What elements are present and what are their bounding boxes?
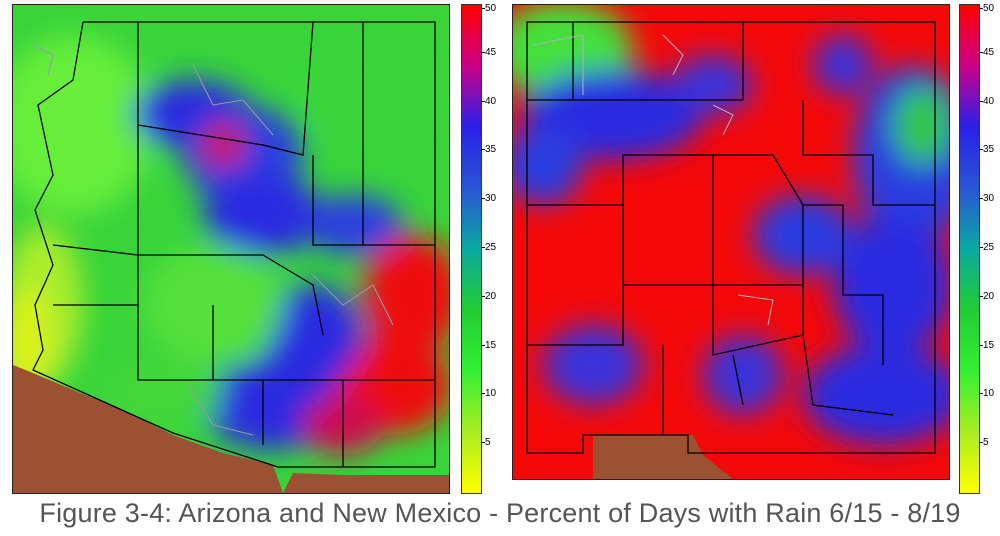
new-mexico-county-borders: [526, 21, 936, 454]
new-mexico-colorbar: [959, 4, 980, 494]
new-mexico-map: [513, 5, 949, 479]
colorbar-tick-label: 20: [978, 290, 995, 302]
colorbar-tick-label: 10: [480, 388, 497, 400]
arizona-map-panel: [12, 4, 450, 494]
colorbar-tick-label: 15: [978, 339, 995, 351]
colorbar-tick-label: 30: [480, 193, 497, 205]
colorbar-tick-label: 50: [978, 3, 995, 14]
colorbar-tick-label: 45: [978, 46, 995, 58]
colorbar-gradient: [960, 5, 979, 493]
new-mexico-rain-field: [513, 5, 949, 479]
colorbar-tick-label: 15: [480, 339, 497, 351]
colorbar-tick-label: 40: [978, 95, 995, 107]
colorbar-tick-label: 35: [978, 144, 995, 156]
new-mexico-minor-boundaries: [532, 34, 774, 326]
arizona-colorbar: [461, 4, 482, 494]
colorbar-tick-label: 40: [480, 95, 497, 107]
colorbar-tick-label: 25: [480, 242, 497, 253]
arizona-rain-field: [13, 5, 449, 493]
figure-caption: Figure 3-4: Arizona and New Mexico - Per…: [39, 498, 961, 528]
colorbar-tick-label: 5: [481, 437, 491, 449]
arizona-map: [13, 5, 449, 493]
colorbar-tick-label: 20: [480, 290, 497, 302]
colorbar-tick-label: 25: [978, 242, 995, 253]
arizona-county-borders: [32, 21, 436, 468]
colorbar-gradient: [462, 5, 481, 493]
colorbar-tick-label: 35: [480, 144, 497, 156]
arizona-minor-boundaries: [32, 44, 394, 436]
colorbar-tick-label: 30: [978, 193, 995, 205]
colorbar-tick-label: 50: [480, 3, 497, 14]
new-mexico-map-panel: [512, 4, 950, 480]
colorbar-tick-label: 10: [978, 388, 995, 400]
colorbar-tick-label: 5: [979, 437, 989, 449]
colorbar-tick-label: 45: [480, 46, 497, 58]
